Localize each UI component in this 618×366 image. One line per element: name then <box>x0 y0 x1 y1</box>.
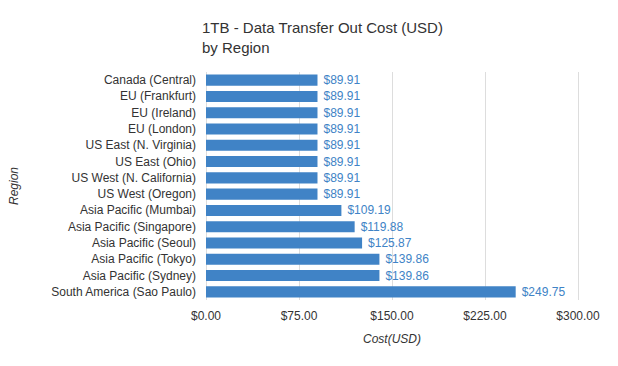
svg-text:$139.86: $139.86 <box>385 269 429 283</box>
svg-text:$89.91: $89.91 <box>323 155 360 169</box>
svg-text:Asia Pacific (Mumbai): Asia Pacific (Mumbai) <box>80 203 196 217</box>
svg-text:Canada (Central): Canada (Central) <box>104 73 196 87</box>
svg-text:$75.00: $75.00 <box>281 309 318 323</box>
svg-text:Asia Pacific (Tokyo): Asia Pacific (Tokyo) <box>91 252 196 266</box>
svg-text:EU (Ireland): EU (Ireland) <box>131 106 196 120</box>
svg-text:$89.91: $89.91 <box>323 73 360 87</box>
svg-text:$139.86: $139.86 <box>385 252 429 266</box>
svg-text:$150.00: $150.00 <box>370 309 414 323</box>
svg-text:$89.91: $89.91 <box>323 106 360 120</box>
svg-text:EU (London): EU (London) <box>128 122 196 136</box>
svg-text:by Region: by Region <box>202 39 270 56</box>
svg-text:$89.91: $89.91 <box>323 138 360 152</box>
svg-text:1TB - Data Transfer Out Cost (: 1TB - Data Transfer Out Cost (USD) <box>202 19 447 36</box>
svg-text:US West (N. California): US West (N. California) <box>72 171 196 185</box>
svg-text:Asia Pacific (Seoul): Asia Pacific (Seoul) <box>92 236 196 250</box>
svg-text:US East (Ohio): US East (Ohio) <box>115 155 196 169</box>
svg-text:$89.91: $89.91 <box>323 171 360 185</box>
svg-text:$109.19: $109.19 <box>347 203 391 217</box>
svg-text:$225.00: $225.00 <box>463 309 507 323</box>
svg-text:$0.00: $0.00 <box>191 309 221 323</box>
svg-text:$89.91: $89.91 <box>323 122 360 136</box>
svg-text:Asia Pacific (Singapore): Asia Pacific (Singapore) <box>68 220 196 234</box>
svg-text:$249.75: $249.75 <box>522 285 566 299</box>
svg-text:US East (N. Virginia): US East (N. Virginia) <box>86 138 196 152</box>
svg-text:$125.87: $125.87 <box>368 236 412 250</box>
svg-text:$89.91: $89.91 <box>323 187 360 201</box>
svg-text:South America (Sao Paulo): South America (Sao Paulo) <box>51 285 196 299</box>
svg-text:$119.88: $119.88 <box>361 220 404 234</box>
svg-text:US West (Oregon): US West (Oregon) <box>98 187 196 201</box>
svg-text:$89.91: $89.91 <box>323 89 360 103</box>
svg-text:$300.00: $300.00 <box>556 309 600 323</box>
svg-text:Region: Region <box>7 167 21 205</box>
svg-text:Cost(USD): Cost(USD) <box>363 332 421 346</box>
svg-text:EU (Frankfurt): EU (Frankfurt) <box>120 89 196 103</box>
svg-text:Asia Pacific (Sydney): Asia Pacific (Sydney) <box>83 269 196 283</box>
